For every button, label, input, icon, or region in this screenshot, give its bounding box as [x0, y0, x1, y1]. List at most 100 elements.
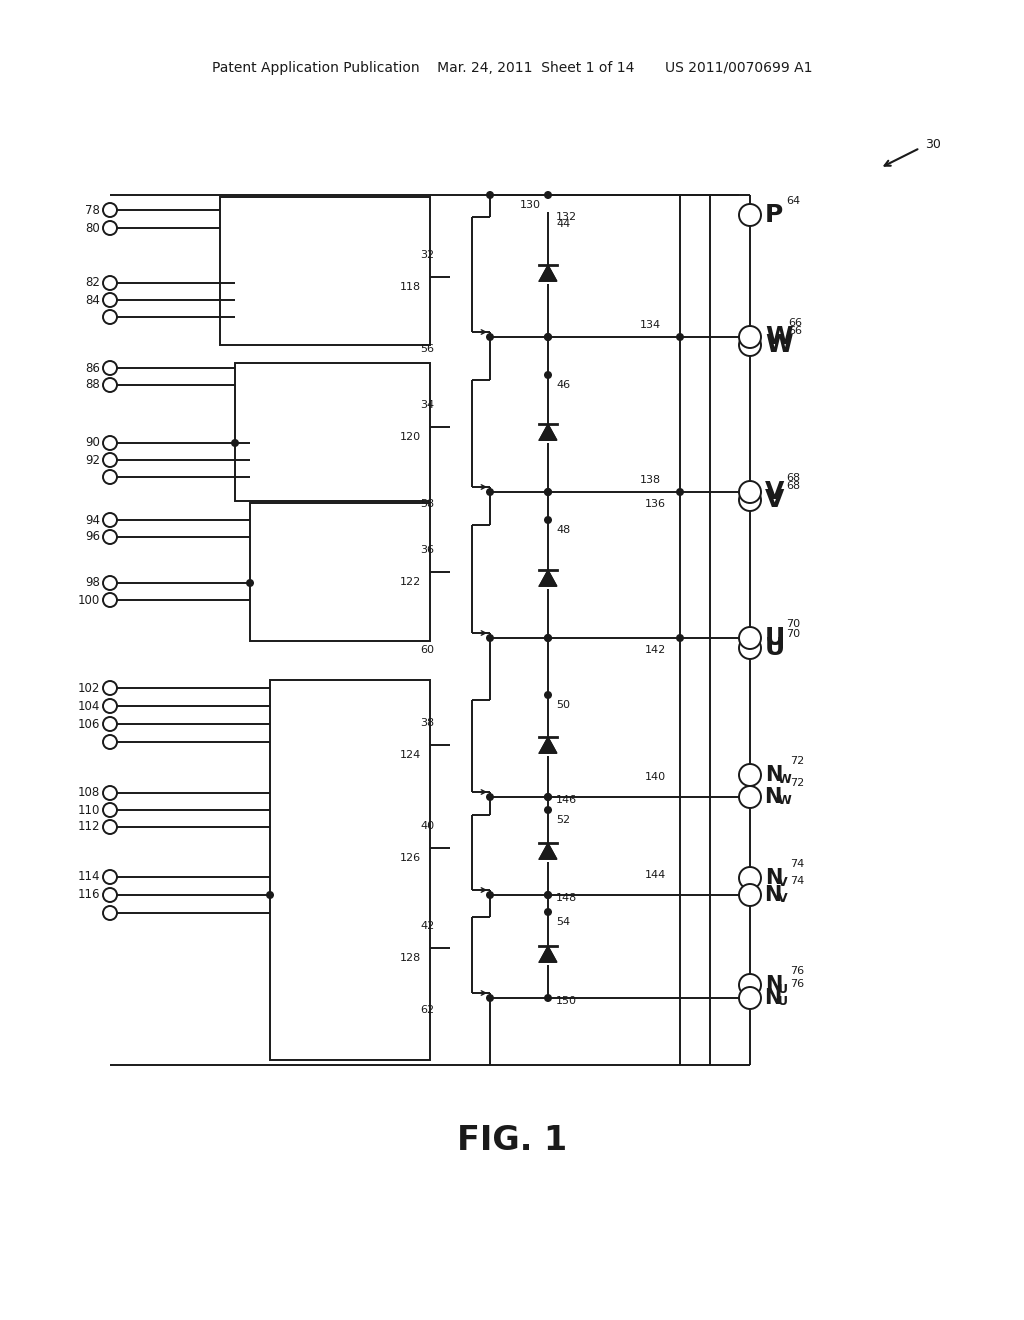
Text: 122: 122	[400, 577, 421, 587]
Circle shape	[103, 785, 117, 800]
Polygon shape	[540, 843, 557, 859]
Polygon shape	[540, 737, 557, 754]
Text: 78: 78	[85, 203, 100, 216]
Text: 124: 124	[400, 750, 421, 760]
Text: 132: 132	[556, 213, 578, 222]
Text: 98: 98	[85, 577, 100, 590]
Text: 96: 96	[85, 531, 100, 544]
Text: 108: 108	[78, 787, 100, 800]
Polygon shape	[540, 424, 557, 440]
Text: 100: 100	[78, 594, 100, 606]
Text: 30: 30	[925, 139, 941, 152]
Circle shape	[739, 488, 761, 511]
Text: 72: 72	[790, 756, 804, 766]
Circle shape	[246, 579, 254, 587]
Text: 102: 102	[78, 681, 100, 694]
Circle shape	[544, 908, 552, 916]
Text: 32: 32	[420, 249, 434, 260]
Text: 86: 86	[85, 362, 100, 375]
Text: 74: 74	[790, 876, 804, 886]
Circle shape	[103, 576, 117, 590]
Text: U: U	[778, 983, 788, 997]
Text: 58: 58	[420, 499, 434, 510]
Circle shape	[739, 974, 761, 997]
Text: W: W	[778, 795, 792, 807]
Text: 126: 126	[400, 853, 421, 863]
Circle shape	[676, 488, 684, 496]
Circle shape	[544, 333, 552, 341]
Text: 68: 68	[786, 473, 800, 483]
Bar	[250, 503, 430, 642]
Circle shape	[739, 334, 761, 356]
Circle shape	[739, 638, 761, 659]
Circle shape	[544, 488, 552, 496]
Circle shape	[739, 987, 761, 1008]
Circle shape	[739, 205, 761, 226]
Circle shape	[103, 681, 117, 696]
Circle shape	[739, 764, 761, 785]
Text: N: N	[764, 884, 781, 906]
Circle shape	[544, 333, 552, 341]
Text: 140: 140	[645, 772, 667, 781]
Circle shape	[544, 807, 552, 814]
Text: U: U	[778, 995, 788, 1008]
Text: W: W	[778, 774, 792, 785]
Circle shape	[103, 593, 117, 607]
Text: 70: 70	[786, 619, 800, 630]
Circle shape	[486, 793, 494, 801]
Text: 118: 118	[400, 282, 421, 292]
Text: 106: 106	[78, 718, 100, 730]
Circle shape	[544, 516, 552, 524]
Text: 150: 150	[556, 997, 577, 1006]
Text: 70: 70	[786, 630, 800, 639]
Text: 104: 104	[78, 700, 100, 713]
Text: 52: 52	[556, 814, 570, 825]
Text: 84: 84	[85, 293, 100, 306]
Text: 60: 60	[420, 645, 434, 655]
Circle shape	[103, 453, 117, 467]
Text: 76: 76	[790, 979, 804, 989]
Text: 40: 40	[420, 821, 434, 832]
Text: 56: 56	[420, 345, 434, 354]
Circle shape	[103, 906, 117, 920]
Circle shape	[231, 440, 239, 447]
Bar	[270, 680, 430, 1060]
Text: 34: 34	[420, 400, 434, 411]
Circle shape	[544, 891, 552, 899]
Text: W: W	[765, 333, 793, 356]
Text: 66: 66	[788, 326, 802, 337]
Text: Patent Application Publication    Mar. 24, 2011  Sheet 1 of 14       US 2011/007: Patent Application Publication Mar. 24, …	[212, 61, 812, 75]
Circle shape	[103, 203, 117, 216]
Circle shape	[103, 870, 117, 884]
Circle shape	[486, 891, 494, 899]
Text: 116: 116	[78, 888, 100, 902]
Text: V: V	[778, 892, 787, 906]
Polygon shape	[540, 570, 557, 586]
Text: 36: 36	[420, 545, 434, 554]
Text: N: N	[765, 766, 782, 785]
Text: 68: 68	[786, 480, 800, 491]
Circle shape	[544, 634, 552, 642]
Text: 66: 66	[788, 318, 802, 327]
Text: 54: 54	[556, 917, 570, 927]
Text: U: U	[765, 636, 785, 660]
Text: 76: 76	[790, 966, 804, 975]
Text: 130: 130	[520, 201, 541, 210]
Text: 136: 136	[645, 499, 666, 510]
Text: 110: 110	[78, 804, 100, 817]
Text: 90: 90	[85, 437, 100, 450]
Polygon shape	[540, 946, 557, 962]
Circle shape	[103, 820, 117, 834]
Circle shape	[544, 634, 552, 642]
Circle shape	[266, 891, 274, 899]
Text: 134: 134	[640, 319, 662, 330]
Circle shape	[103, 513, 117, 527]
Circle shape	[544, 191, 552, 199]
Circle shape	[103, 378, 117, 392]
Text: V: V	[765, 480, 784, 504]
Circle shape	[486, 994, 494, 1002]
Text: V: V	[765, 488, 784, 512]
Circle shape	[103, 293, 117, 308]
Text: 146: 146	[556, 795, 578, 805]
Text: W: W	[765, 325, 793, 348]
